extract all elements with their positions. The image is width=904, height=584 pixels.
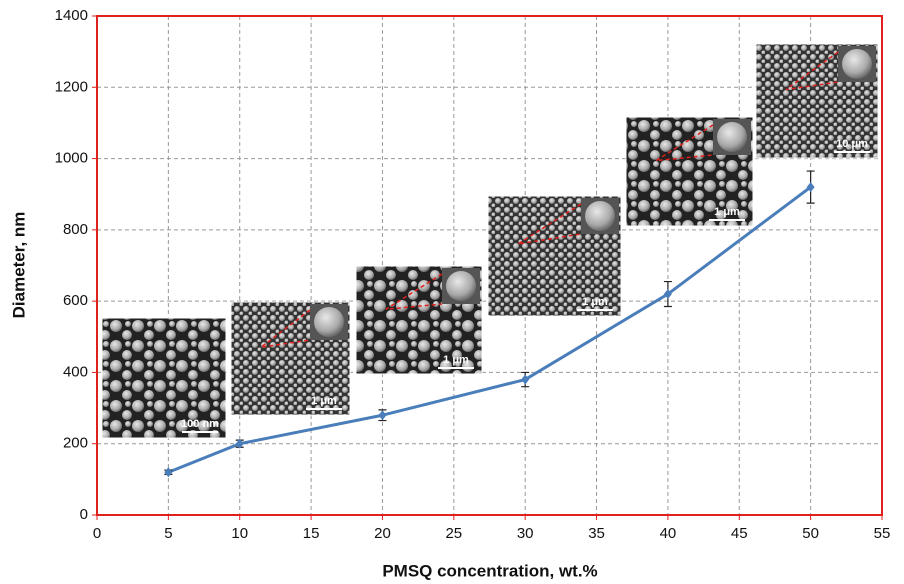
- y-tick-label: 1200: [55, 78, 88, 95]
- data-line: [167, 185, 812, 474]
- zoom-line: [385, 273, 443, 310]
- data-point: [235, 438, 244, 449]
- inset-image: [101, 317, 227, 439]
- x-tick-label: 10: [231, 525, 248, 542]
- sem-inset: 100 nm: [101, 317, 227, 439]
- y-tick-label: 0: [80, 506, 88, 523]
- x-tick-label: 45: [731, 525, 748, 542]
- data-point: [378, 410, 387, 421]
- zoom-sphere: [842, 49, 872, 79]
- x-tick-label: 20: [374, 525, 391, 542]
- sem-inset: 1 μm: [230, 301, 351, 416]
- scale-bar-label: 10 μm: [836, 138, 868, 150]
- scale-bar-label: 100 nm: [181, 418, 219, 430]
- data-point: [663, 289, 672, 300]
- sem-inset: 10 μm: [755, 43, 879, 159]
- data-point: [164, 467, 173, 478]
- x-tick-label: 25: [445, 525, 462, 542]
- scale-bar-label: 1 μm: [443, 354, 469, 366]
- x-tick-label: 50: [802, 525, 819, 542]
- sem-inset: 1 μm: [487, 195, 622, 317]
- y-tick-label: 200: [63, 435, 88, 452]
- zoom-sphere: [717, 122, 747, 152]
- x-tick-label: 55: [874, 525, 891, 542]
- x-tick-label: 0: [93, 525, 101, 542]
- x-axis-label: PMSQ concentration, wt.%: [382, 561, 597, 580]
- y-tick-label: 800: [63, 221, 88, 238]
- scale-bar-label: 1 μm: [311, 395, 337, 407]
- y-tick-label: 600: [63, 292, 88, 309]
- sem-inset: 1 μm: [355, 265, 483, 375]
- plot-frame: [96, 15, 883, 516]
- zoom-sphere: [314, 307, 344, 337]
- zoom-sphere: [446, 271, 476, 301]
- y-axis-label: Diameter, nm: [9, 212, 28, 319]
- data-point: [521, 374, 530, 385]
- zoom-sphere: [585, 201, 615, 231]
- zoom-line: [260, 309, 311, 348]
- data-point: [806, 182, 815, 193]
- y-tick-label: 400: [63, 363, 88, 380]
- x-tick-label: 35: [588, 525, 605, 542]
- zoom-line: [655, 124, 714, 162]
- x-tick-label: 40: [660, 525, 677, 542]
- sem-inset: 1 μm: [625, 116, 754, 227]
- zoom-line: [517, 203, 582, 245]
- x-tick-label: 30: [517, 525, 534, 542]
- zoom-line: [785, 51, 839, 91]
- scale-bar-label: 1 μm: [582, 296, 608, 308]
- y-tick-label: 1000: [55, 150, 88, 167]
- x-tick-label: 15: [303, 525, 320, 542]
- scale-bar-label: 1 μm: [714, 206, 740, 218]
- y-tick-label: 1400: [55, 7, 88, 24]
- x-tick-label: 5: [164, 525, 172, 542]
